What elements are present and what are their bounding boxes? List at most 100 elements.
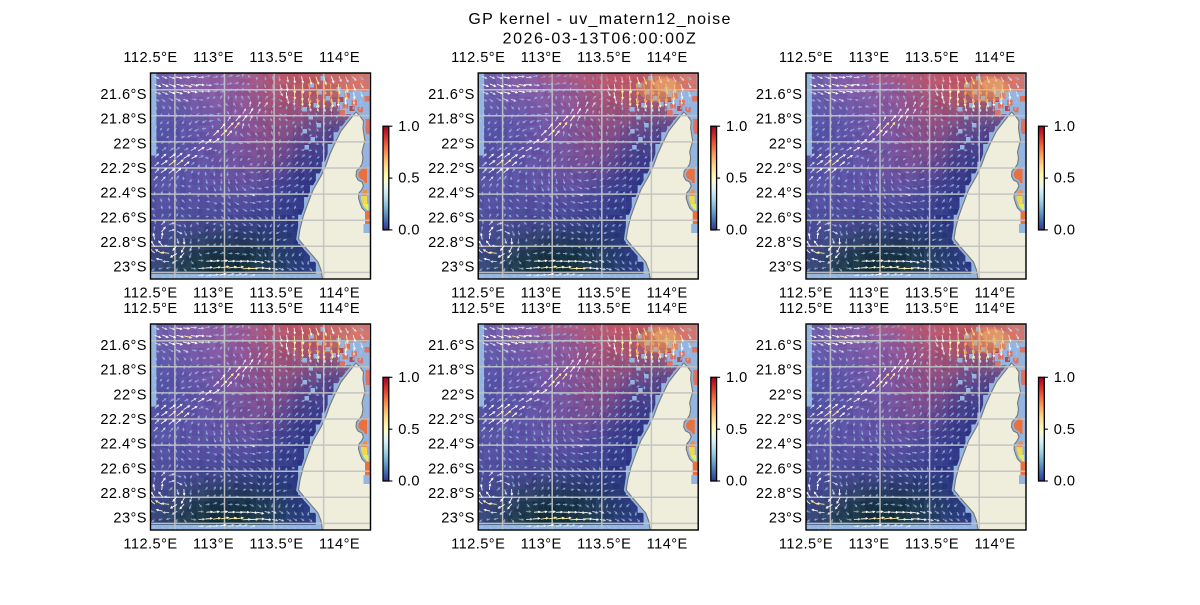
svg-text:22.2°S: 22.2°S <box>756 412 803 428</box>
svg-text:112.5°E: 112.5°E <box>779 537 833 553</box>
svg-text:22°S: 22°S <box>113 136 147 152</box>
svg-text:22.2°S: 22.2°S <box>100 412 147 428</box>
svg-text:22.8°S: 22.8°S <box>756 486 803 502</box>
svg-text:22°S: 22°S <box>441 136 475 152</box>
svg-text:113°E: 113°E <box>521 50 562 66</box>
svg-text:22.6°S: 22.6°S <box>756 461 803 477</box>
svg-text:0.5: 0.5 <box>726 422 748 438</box>
svg-text:22.4°S: 22.4°S <box>756 186 803 202</box>
svg-text:114°E: 114°E <box>974 286 1015 302</box>
svg-text:21.8°S: 21.8°S <box>756 112 803 128</box>
svg-text:112.5°E: 112.5°E <box>123 50 177 66</box>
svg-text:113.5°E: 113.5°E <box>905 50 959 66</box>
svg-text:112.5°E: 112.5°E <box>779 301 833 317</box>
svg-text:112.5°E: 112.5°E <box>451 50 505 66</box>
svg-text:22.8°S: 22.8°S <box>756 235 803 251</box>
svg-text:1.0: 1.0 <box>726 370 748 386</box>
svg-text:21.6°S: 21.6°S <box>100 338 147 354</box>
svg-text:21.6°S: 21.6°S <box>428 87 475 103</box>
svg-text:23°S: 23°S <box>769 260 803 276</box>
svg-text:113°E: 113°E <box>521 286 562 302</box>
svg-text:113.5°E: 113.5°E <box>905 301 959 317</box>
svg-text:21.8°S: 21.8°S <box>100 363 147 379</box>
svg-text:GP kernel - uv_matern12_noise: GP kernel - uv_matern12_noise <box>468 11 731 28</box>
svg-text:113°E: 113°E <box>848 286 889 302</box>
svg-text:22.4°S: 22.4°S <box>100 186 147 202</box>
svg-text:112.5°E: 112.5°E <box>123 537 177 553</box>
svg-text:22.2°S: 22.2°S <box>100 161 147 177</box>
svg-text:22.6°S: 22.6°S <box>100 210 147 226</box>
svg-text:0.0: 0.0 <box>1054 223 1076 239</box>
svg-text:23°S: 23°S <box>113 511 147 527</box>
svg-text:0.0: 0.0 <box>1054 474 1076 490</box>
svg-text:22.8°S: 22.8°S <box>100 486 147 502</box>
svg-text:114°E: 114°E <box>647 537 688 553</box>
svg-text:21.6°S: 21.6°S <box>756 338 803 354</box>
svg-text:113.5°E: 113.5°E <box>577 301 631 317</box>
svg-text:23°S: 23°S <box>441 511 475 527</box>
svg-text:113°E: 113°E <box>193 286 234 302</box>
svg-text:22.2°S: 22.2°S <box>428 161 475 177</box>
svg-text:22.6°S: 22.6°S <box>428 210 475 226</box>
svg-text:0.5: 0.5 <box>1054 422 1076 438</box>
svg-text:22.8°S: 22.8°S <box>428 235 475 251</box>
svg-text:114°E: 114°E <box>974 537 1015 553</box>
svg-text:1.0: 1.0 <box>398 119 420 135</box>
svg-text:113.5°E: 113.5°E <box>905 537 959 553</box>
svg-text:22.6°S: 22.6°S <box>428 461 475 477</box>
svg-text:114°E: 114°E <box>319 50 360 66</box>
svg-text:23°S: 23°S <box>769 511 803 527</box>
svg-text:21.8°S: 21.8°S <box>756 363 803 379</box>
svg-text:113.5°E: 113.5°E <box>249 301 303 317</box>
svg-text:0.5: 0.5 <box>398 422 420 438</box>
svg-text:114°E: 114°E <box>319 301 360 317</box>
svg-text:22.6°S: 22.6°S <box>100 461 147 477</box>
svg-text:22°S: 22°S <box>113 387 147 403</box>
svg-text:1.0: 1.0 <box>1054 370 1076 386</box>
svg-text:21.6°S: 21.6°S <box>428 338 475 354</box>
svg-text:112.5°E: 112.5°E <box>123 286 177 302</box>
svg-text:22.4°S: 22.4°S <box>428 186 475 202</box>
svg-text:23°S: 23°S <box>113 260 147 276</box>
svg-text:0.5: 0.5 <box>398 171 420 187</box>
svg-text:22.4°S: 22.4°S <box>428 437 475 453</box>
svg-text:1.0: 1.0 <box>1054 119 1076 135</box>
svg-text:21.6°S: 21.6°S <box>100 87 147 103</box>
svg-text:0.0: 0.0 <box>398 223 420 239</box>
svg-text:113°E: 113°E <box>521 537 562 553</box>
svg-text:113.5°E: 113.5°E <box>905 286 959 302</box>
svg-text:22.6°S: 22.6°S <box>756 210 803 226</box>
svg-text:0.0: 0.0 <box>726 223 748 239</box>
svg-text:113°E: 113°E <box>848 50 889 66</box>
svg-text:113°E: 113°E <box>193 301 234 317</box>
svg-text:0.0: 0.0 <box>726 474 748 490</box>
svg-text:114°E: 114°E <box>974 301 1015 317</box>
svg-text:112.5°E: 112.5°E <box>779 286 833 302</box>
svg-text:1.0: 1.0 <box>398 370 420 386</box>
svg-text:113°E: 113°E <box>193 50 234 66</box>
svg-text:22.2°S: 22.2°S <box>756 161 803 177</box>
svg-text:22.4°S: 22.4°S <box>100 437 147 453</box>
svg-text:22°S: 22°S <box>441 387 475 403</box>
svg-text:114°E: 114°E <box>647 50 688 66</box>
svg-text:22.8°S: 22.8°S <box>100 235 147 251</box>
svg-text:114°E: 114°E <box>647 301 688 317</box>
svg-text:112.5°E: 112.5°E <box>779 50 833 66</box>
svg-text:113.5°E: 113.5°E <box>249 537 303 553</box>
svg-text:0.5: 0.5 <box>1054 171 1076 187</box>
svg-text:113°E: 113°E <box>848 537 889 553</box>
svg-text:22.2°S: 22.2°S <box>428 412 475 428</box>
svg-text:113.5°E: 113.5°E <box>249 50 303 66</box>
svg-text:21.8°S: 21.8°S <box>100 112 147 128</box>
svg-text:113.5°E: 113.5°E <box>577 537 631 553</box>
svg-text:114°E: 114°E <box>974 50 1015 66</box>
svg-text:114°E: 114°E <box>319 286 360 302</box>
svg-text:22.8°S: 22.8°S <box>428 486 475 502</box>
svg-text:112.5°E: 112.5°E <box>123 301 177 317</box>
svg-text:113.5°E: 113.5°E <box>249 286 303 302</box>
svg-text:113°E: 113°E <box>848 301 889 317</box>
svg-text:21.8°S: 21.8°S <box>428 112 475 128</box>
svg-text:113.5°E: 113.5°E <box>577 50 631 66</box>
svg-text:113°E: 113°E <box>193 537 234 553</box>
svg-text:112.5°E: 112.5°E <box>451 301 505 317</box>
